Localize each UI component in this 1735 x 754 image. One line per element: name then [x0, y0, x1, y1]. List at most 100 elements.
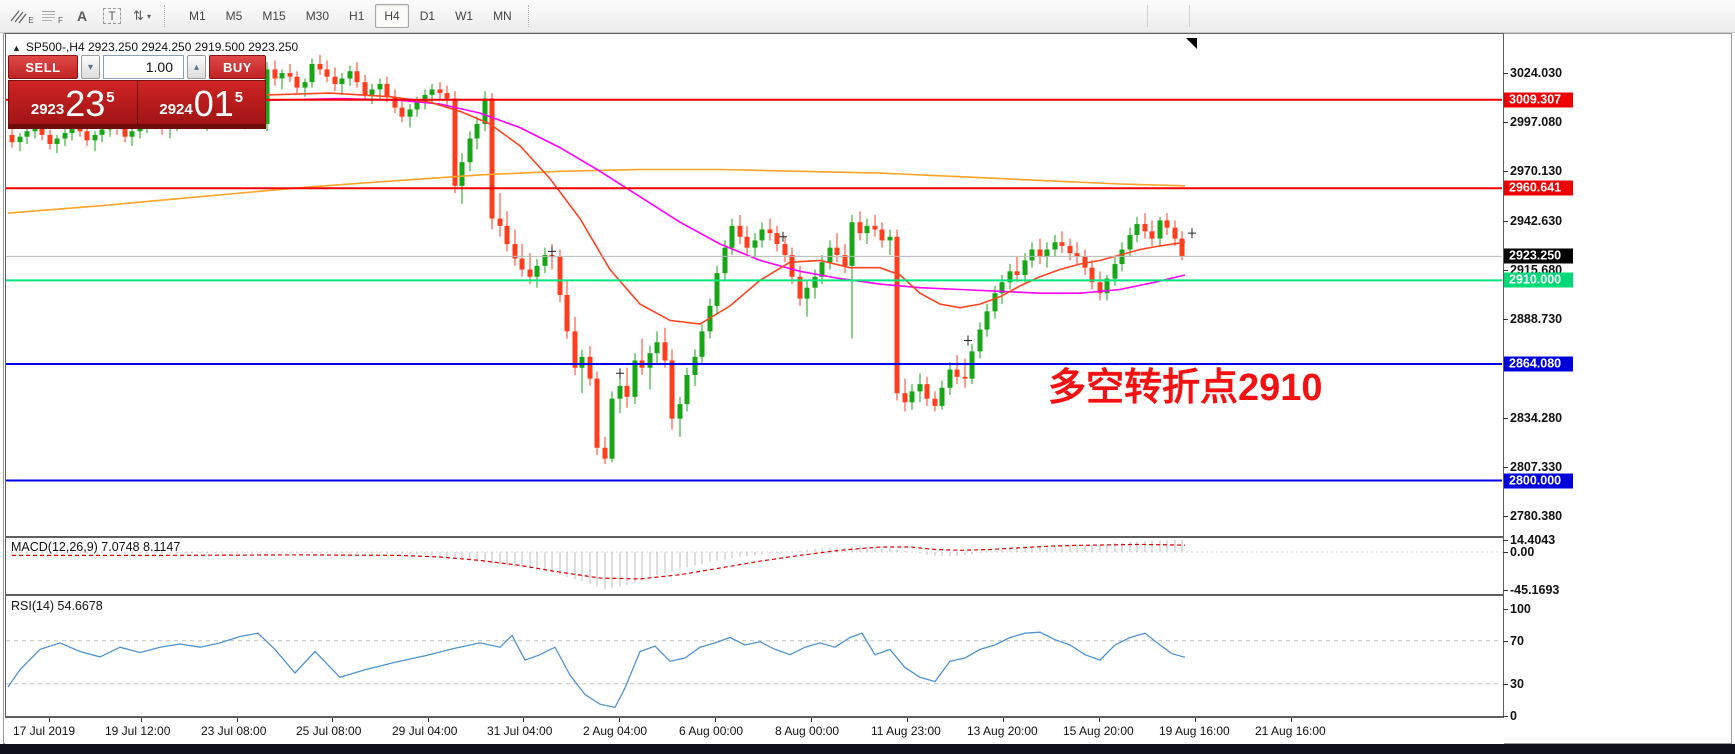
time-label-11-Aug-23-00: 11 Aug 23:00: [871, 724, 941, 738]
collapse-arrow-icon[interactable]: ▲: [12, 43, 21, 53]
timeframe-M1[interactable]: M1: [180, 4, 215, 28]
price-tick-dash: [1503, 516, 1508, 518]
ma-fast: [266, 92, 1186, 325]
buy-price[interactable]: 2924 01 5: [138, 81, 266, 124]
macd-tick-dash: [1503, 539, 1508, 541]
chart-title-text: SP500-,H4 2923.250 2924.250 2919.500 292…: [25, 40, 299, 54]
time-label-2-Aug-04-00: 2 Aug 04:00: [583, 724, 648, 738]
timeframe-D1[interactable]: D1: [411, 4, 444, 28]
price-tick-3024.030: 3024.030: [1510, 66, 1563, 80]
timeframe-H4[interactable]: H4: [375, 4, 409, 28]
candlestick-chart[interactable]: [0, 33, 1503, 537]
time-label-21-Aug-16-00: 21 Aug 16:00: [1255, 724, 1326, 738]
price-tick-2942.630: 2942.630: [1510, 214, 1563, 229]
macd-tick-dash: [1503, 589, 1508, 591]
timeframe-H1[interactable]: H1: [340, 4, 373, 28]
rsi-chart[interactable]: [0, 595, 1503, 717]
time-tick: [49, 718, 50, 722]
time-tick: [332, 718, 333, 722]
grid-tool-sub: F: [58, 15, 63, 25]
price-tick-2960.641: 2960.641: [1504, 180, 1573, 196]
time-label-6-Aug-00-00: 6 Aug 00:00: [679, 724, 744, 738]
time-tick: [811, 718, 812, 722]
rsi-tick-100: 100: [1510, 601, 1531, 616]
time-tick: [237, 718, 238, 722]
time-tick: [907, 718, 908, 722]
sell-price-small: 2923: [30, 101, 65, 118]
grid-tool-icon[interactable]: F: [38, 2, 66, 30]
macd-chart[interactable]: [0, 537, 1503, 595]
price-tick-dash: [1503, 319, 1508, 321]
time-tick: [1003, 718, 1004, 722]
trade-marker-icon: [779, 231, 787, 242]
buy-price-sup: 5: [234, 89, 244, 106]
time-tick: [523, 718, 524, 722]
timeframe-MN[interactable]: MN: [484, 4, 521, 28]
rsi-tick-dash: [1503, 640, 1508, 642]
price-tick-dash: [1503, 73, 1508, 74]
time-label-13-Aug-20-00: 13 Aug 20:00: [967, 724, 1038, 738]
ma-medium: [266, 97, 1186, 294]
macd-tick-14.4043: 14.4043: [1510, 532, 1556, 547]
time-tick: [1291, 718, 1292, 722]
time-label-25-Jul-08-00: 25 Jul 08:00: [296, 724, 362, 738]
rsi-tick-dash: [1503, 716, 1508, 717]
one-click-trading-panel: SELL ▾ 1.00 ▴ BUY 2923 23 5 2924 01 5: [8, 55, 266, 129]
arrange-tool-icon[interactable]: ⇅ ▾: [133, 8, 151, 23]
bottom-bar: [0, 744, 1735, 754]
time-label-31-Jul-04-00: 31 Jul 04:00: [487, 724, 553, 738]
rsi-tick-dash: [1503, 608, 1508, 610]
price-tick-2834.280: 2834.280: [1510, 411, 1563, 426]
time-tick: [1099, 718, 1100, 722]
buy-price-small: 2924: [159, 101, 193, 118]
time-label-8-Aug-00-00: 8 Aug 00:00: [775, 724, 840, 738]
macd-tick-0.00: 0.00: [1510, 545, 1535, 559]
sell-price-sup: 5: [106, 89, 115, 106]
buy-button[interactable]: BUY: [209, 55, 266, 79]
indicators-tool-icon[interactable]: E: [8, 2, 36, 30]
time-axis[interactable]: 17 Jul 2019 19 Jul 12:00 23 Jul 08:00 25 Ju…: [5, 717, 1504, 744]
price-tick-dash: [1503, 221, 1508, 223]
macd-tick-dash: [1503, 552, 1508, 553]
timeframe-M5[interactable]: M5: [217, 4, 252, 28]
price-tick-2910.000: 2910.000: [1504, 272, 1573, 288]
time-label-15-Aug-20-00: 15 Aug 20:00: [1063, 724, 1134, 738]
rsi-label: RSI(14) 54.6678: [11, 599, 103, 613]
timeframe-M30[interactable]: M30: [297, 4, 338, 28]
timeframe-W1[interactable]: W1: [446, 4, 482, 28]
indicators-tool-sub: E: [28, 15, 34, 25]
buy-price-big: 01: [193, 83, 234, 124]
sell-button[interactable]: SELL: [8, 55, 78, 79]
macd-pane[interactable]: [5, 537, 1504, 595]
time-tick: [715, 718, 716, 722]
price-tick-3009.307: 3009.307: [1504, 92, 1573, 108]
time-tick: [428, 718, 429, 722]
chart-shift-marker-icon[interactable]: [1186, 38, 1197, 49]
timeframe-M15[interactable]: M15: [253, 4, 294, 28]
time-tick: [1195, 718, 1196, 722]
price-tick-dash: [1503, 467, 1508, 469]
time-label-19-Aug-16-00: 19 Aug 16:00: [1159, 724, 1230, 738]
toolbar-separator-right: [1147, 5, 1148, 27]
price-tick-2864.080: 2864.080: [1504, 356, 1573, 372]
rsi-pane[interactable]: [5, 595, 1504, 717]
macd-tick--45.1693: -45.1693: [1510, 582, 1560, 597]
text-tool-icon[interactable]: T: [98, 2, 126, 30]
label-tool-icon[interactable]: A: [76, 8, 88, 24]
trade-marker-icon: [616, 368, 624, 379]
time-tick: [141, 718, 142, 722]
volume-input[interactable]: 1.00: [103, 55, 184, 79]
sell-price[interactable]: 2923 23 5: [9, 81, 138, 124]
time-label-29-Jul-04-00: 29 Jul 04:00: [392, 724, 458, 738]
rsi-tick-70: 70: [1510, 633, 1524, 648]
time-tick: [619, 718, 620, 722]
price-tick-2970.130: 2970.130: [1510, 164, 1563, 179]
price-tick-dash: [1503, 270, 1508, 272]
toolbar-separator-2: [527, 5, 535, 27]
price-tick-dash: [1503, 418, 1508, 420]
volume-decrease-button[interactable]: ▾: [81, 55, 100, 79]
trade-marker-icon: [1188, 228, 1196, 239]
sell-price-big: 23: [65, 83, 106, 124]
volume-increase-button[interactable]: ▴: [187, 55, 206, 79]
trade-marker-icon: [964, 335, 972, 346]
